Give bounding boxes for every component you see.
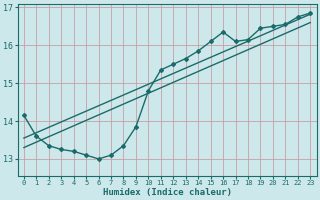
- X-axis label: Humidex (Indice chaleur): Humidex (Indice chaleur): [103, 188, 232, 197]
